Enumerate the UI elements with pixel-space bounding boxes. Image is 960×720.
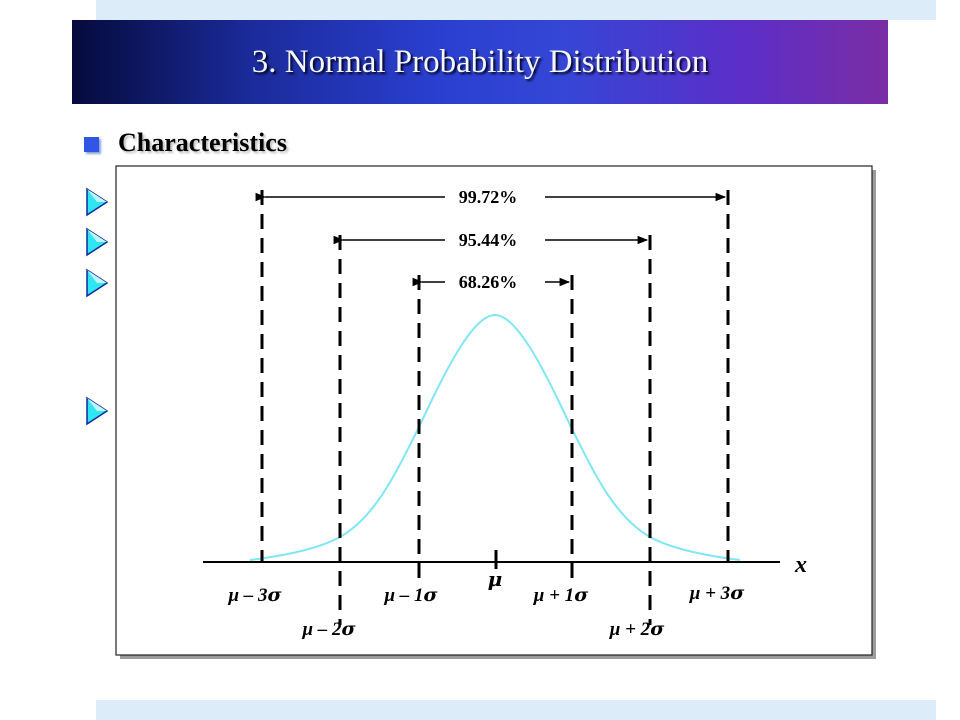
tick-label-plus-3-sigma: μ + 3σ [689, 582, 745, 604]
triangle-arrow-icon [86, 227, 109, 257]
tick-label-minus-3-sigma: μ – 3σ [227, 584, 282, 606]
triangle-arrow-icon [86, 187, 109, 217]
square-bullet-icon [84, 137, 99, 152]
triangle-arrow-icon [86, 268, 109, 298]
label-95-44: 95.44% [459, 230, 518, 250]
tick-label-minus-1-sigma: μ – 1σ [383, 584, 438, 606]
normal-distribution-diagram: x 99.72% 95.44% 68.26% μ – 3σ μ – 2σ μ –… [115, 165, 879, 662]
tick-label-plus-2-sigma: μ + 2σ [609, 618, 665, 640]
diagram-frame [115, 165, 873, 656]
label-68-26: 68.26% [459, 272, 518, 292]
tick-label-minus-2-sigma: μ – 2σ [301, 618, 356, 640]
slide-title: 3. Normal Probability Distribution [251, 44, 709, 80]
x-axis-variable: x [794, 552, 807, 578]
normal-curve [249, 313, 741, 561]
tick-label-plus-1-sigma: μ + 1σ [533, 584, 589, 606]
top-decor-band [96, 0, 936, 20]
label-99-72: 99.72% [459, 187, 518, 207]
tick-label-mu: μ [488, 567, 503, 591]
bottom-decor-band [96, 700, 936, 720]
title-bar: 3. Normal Probability Distribution [72, 20, 888, 104]
triangle-arrow-icon [86, 396, 109, 426]
section-heading: Characteristics [118, 128, 287, 157]
